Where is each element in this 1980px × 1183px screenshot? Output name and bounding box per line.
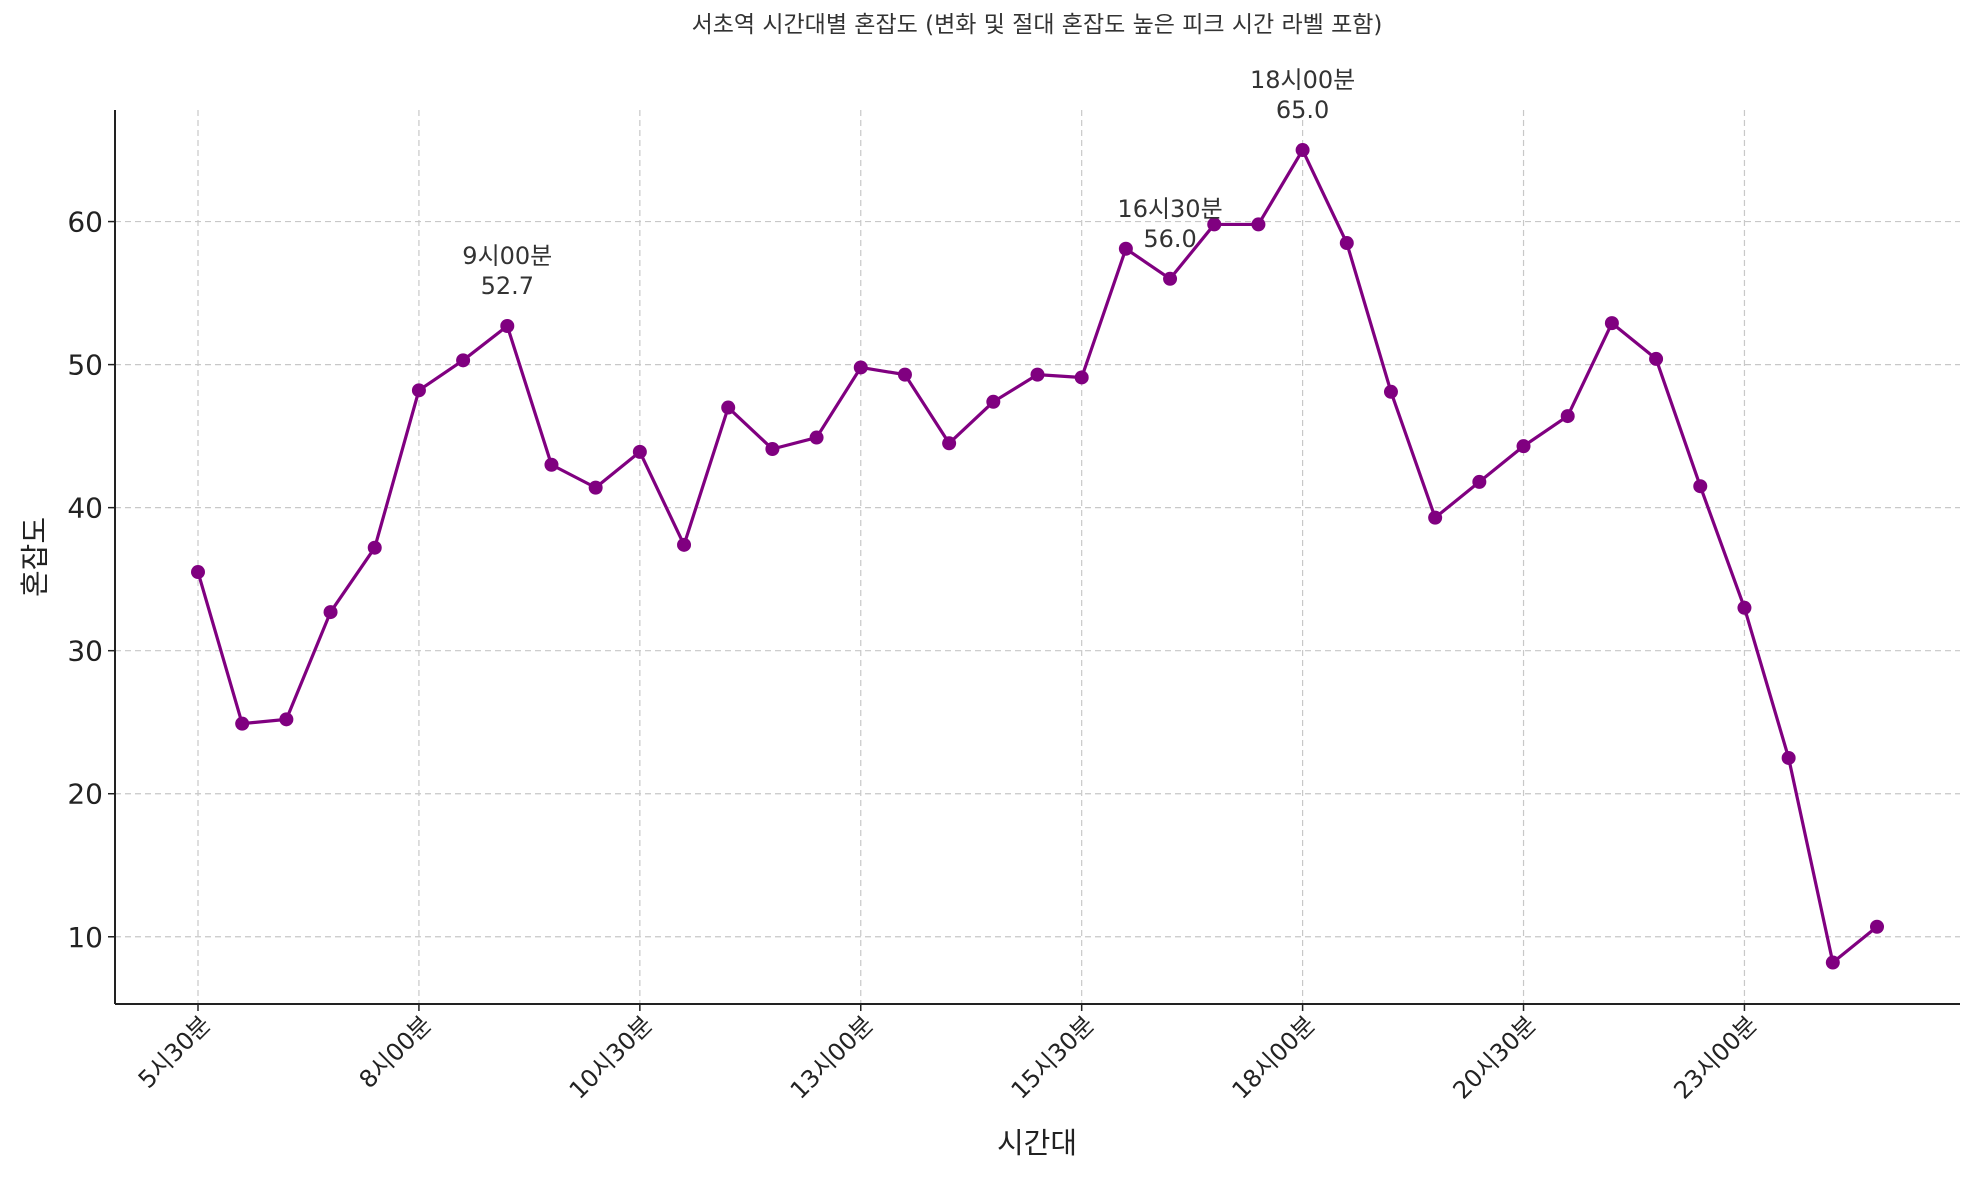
x-tick-label: 20시30분 <box>1448 1010 1542 1104</box>
data-point <box>1428 510 1443 525</box>
x-tick-label: 10시30분 <box>564 1010 658 1104</box>
x-axis-label: 시간대 <box>997 1126 1077 1160</box>
x-tick-label: 5시30분 <box>133 1010 216 1093</box>
data-point <box>1207 217 1222 232</box>
data-point <box>411 383 426 398</box>
x-tick-label: 8시00분 <box>354 1010 437 1093</box>
data-point <box>942 436 957 451</box>
data-point <box>1472 474 1487 489</box>
data-point <box>367 540 382 555</box>
data-point <box>1560 409 1575 424</box>
x-tick-label: 13시00분 <box>785 1010 879 1104</box>
data-point <box>279 712 294 727</box>
data-point <box>1781 750 1796 765</box>
axes: 10 20 30 40 50 60 5시30분 8시00분 10시30분 13시00분 15시30분… <box>67 110 1960 1105</box>
x-tick-label: 23시00분 <box>1668 1010 1762 1104</box>
annotation-value: 65.0 <box>1276 96 1329 124</box>
data-point <box>1604 316 1619 331</box>
y-tick-label: 60 <box>67 206 103 239</box>
data-point <box>191 565 205 580</box>
data-point <box>897 367 912 382</box>
data-point <box>677 537 692 552</box>
series-line <box>196 148 1879 965</box>
data-point <box>544 457 559 472</box>
y-tick-label: 30 <box>67 635 103 668</box>
annotation-value: 52.7 <box>481 272 534 300</box>
data-point <box>632 444 647 459</box>
data-point <box>1163 271 1178 286</box>
data-point <box>500 318 515 333</box>
data-point <box>1870 919 1884 934</box>
y-tick-label: 10 <box>67 921 103 954</box>
y-tick-label: 20 <box>67 778 103 811</box>
x-tick-label: 15시30분 <box>1006 1010 1100 1104</box>
y-tick-label: 50 <box>67 349 103 382</box>
data-point <box>1074 370 1089 385</box>
data-point <box>1693 479 1708 494</box>
data-point <box>1825 955 1840 970</box>
data-point <box>721 400 736 415</box>
data-point <box>588 480 603 495</box>
annotation-time: 16시30분 <box>1117 195 1222 223</box>
annotation-time: 18시00분 <box>1250 66 1355 94</box>
data-point <box>323 605 338 620</box>
data-point <box>853 360 868 375</box>
annotation-time: 9시00분 <box>462 242 552 270</box>
data-point <box>1339 236 1354 251</box>
annotation-value: 56.0 <box>1143 225 1196 253</box>
data-point <box>456 353 471 368</box>
y-tick-label: 40 <box>67 492 103 525</box>
data-point <box>765 442 780 457</box>
chart-title: 서초역 시간대별 혼잡도 (변화 및 절대 혼잡도 높은 피크 시간 라벨 포함… <box>692 12 1383 38</box>
series <box>191 143 1884 970</box>
data-point <box>1516 439 1531 454</box>
grid <box>115 110 1960 1004</box>
data-point <box>1295 143 1310 158</box>
data-point <box>1118 241 1133 256</box>
x-tick-label: 18시00분 <box>1227 1010 1321 1104</box>
data-point <box>809 430 824 445</box>
data-point <box>1649 351 1664 366</box>
data-point <box>1251 217 1266 232</box>
data-point <box>1383 384 1398 399</box>
data-point <box>1030 367 1045 382</box>
data-point <box>235 716 250 731</box>
data-point <box>986 394 1001 409</box>
y-axis-label: 혼잡도 <box>18 517 52 597</box>
data-point <box>1737 600 1752 615</box>
